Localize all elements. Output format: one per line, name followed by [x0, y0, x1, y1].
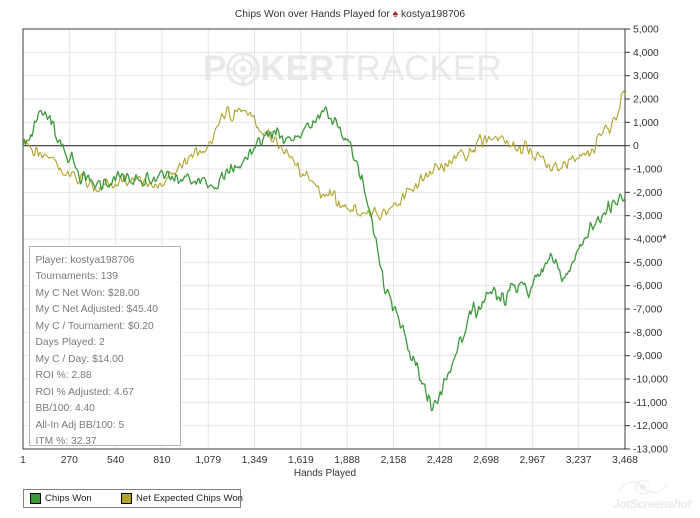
svg-text:270: 270	[61, 455, 78, 466]
svg-text:810: 810	[153, 455, 170, 466]
svg-text:3,000: 3,000	[633, 71, 659, 82]
svg-text:3,237: 3,237	[566, 455, 592, 466]
svg-text:-4,000: -4,000	[633, 235, 662, 246]
svg-text:-5,000: -5,000	[633, 258, 662, 269]
svg-text:1: 1	[20, 455, 26, 466]
svg-text:2,967: 2,967	[519, 455, 545, 466]
svg-text:2,698: 2,698	[473, 455, 499, 466]
svg-text:1,079: 1,079	[195, 455, 221, 466]
svg-text:-11,000: -11,000	[633, 398, 667, 409]
svg-text:-12,000: -12,000	[633, 421, 668, 432]
svg-text:5,000: 5,000	[633, 25, 659, 36]
svg-text:-9,000: -9,000	[633, 351, 662, 362]
svg-text:-13,000: -13,000	[633, 445, 668, 456]
svg-text:-3,000: -3,000	[633, 211, 662, 222]
svg-text:1,888: 1,888	[334, 455, 360, 466]
svg-text:2,428: 2,428	[427, 455, 453, 466]
svg-text:1,619: 1,619	[288, 455, 314, 466]
svg-text:-6,000: -6,000	[633, 281, 662, 292]
svg-text:-1,000: -1,000	[633, 165, 662, 176]
svg-text:1,000: 1,000	[633, 118, 659, 129]
svg-text:4,000: 4,000	[633, 48, 659, 59]
svg-text:-8,000: -8,000	[633, 328, 662, 339]
svg-text:2,000: 2,000	[633, 95, 659, 106]
svg-text:-10,000: -10,000	[633, 375, 668, 386]
svg-text:1,349: 1,349	[242, 455, 268, 466]
svg-text:0: 0	[633, 141, 639, 152]
svg-text:2,158: 2,158	[381, 455, 407, 466]
svg-text:3,468: 3,468	[612, 455, 638, 466]
svg-text:-7,000: -7,000	[633, 305, 662, 316]
svg-text:-2,000: -2,000	[633, 188, 662, 199]
svg-text:540: 540	[107, 455, 124, 466]
